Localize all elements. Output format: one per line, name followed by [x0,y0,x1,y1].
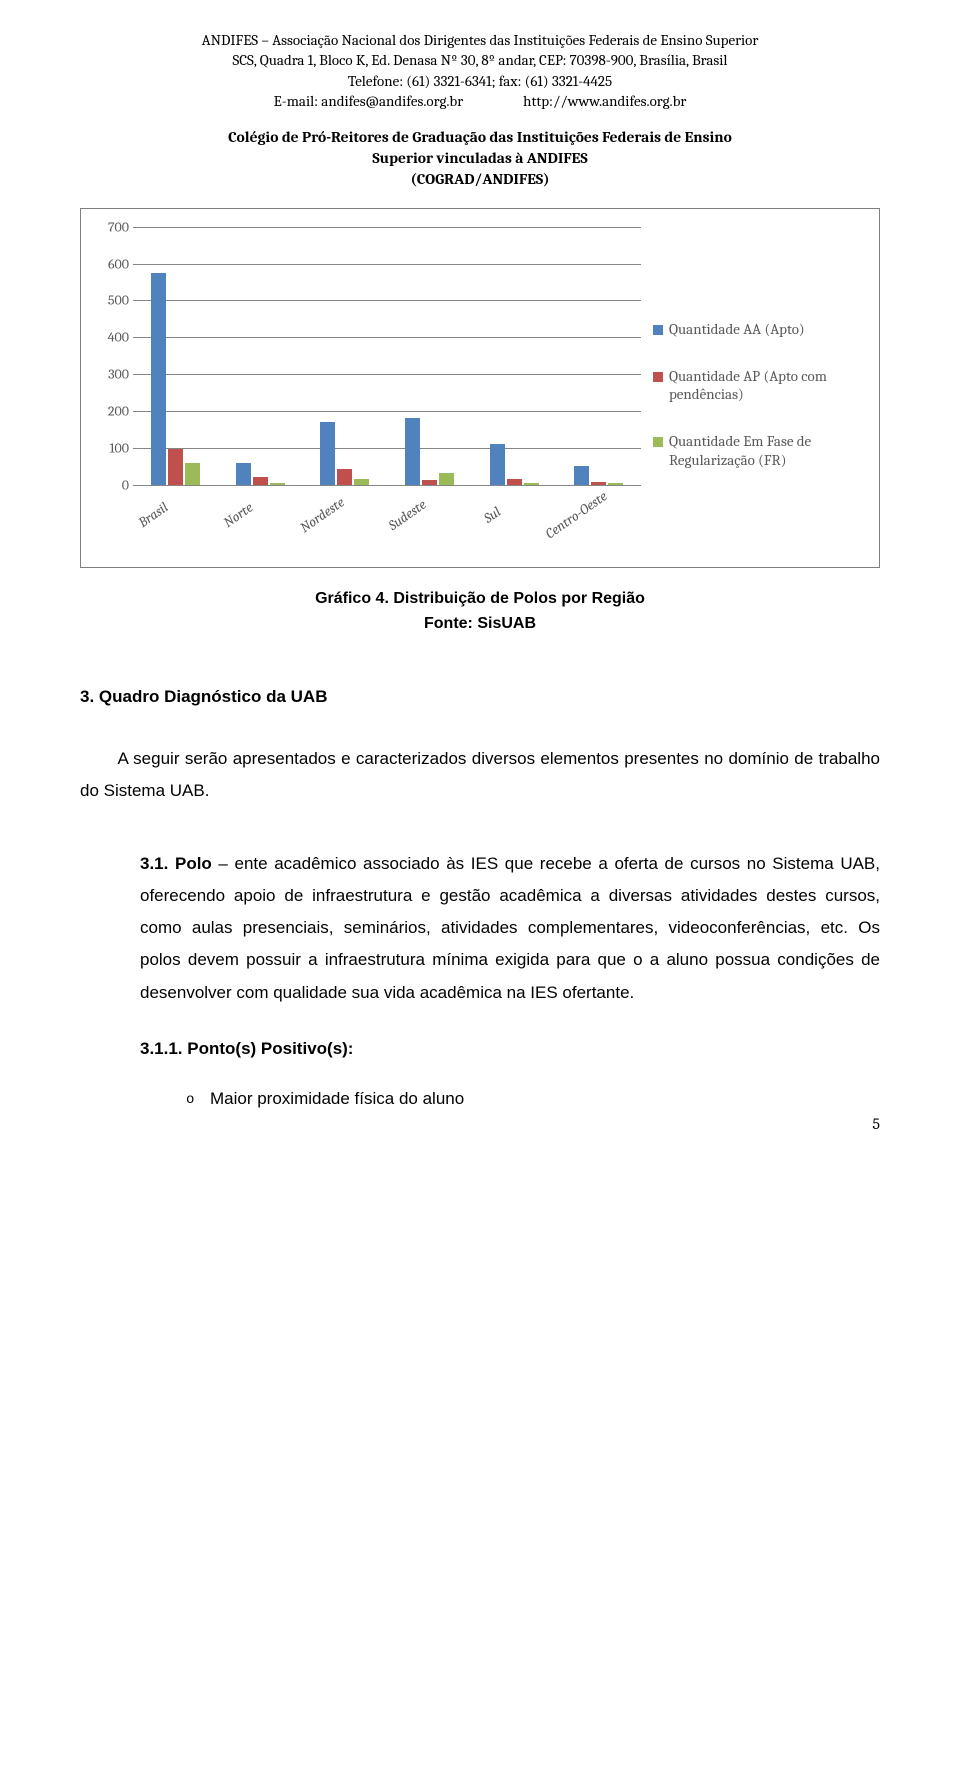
bar [490,444,505,485]
bar [185,463,200,485]
intro-paragraph: A seguir serão apresentados e caracteriz… [80,743,880,808]
category-group [472,227,557,485]
header-email: E-mail: andifes@andifes.org.br [274,91,464,111]
y-tick-label: 400 [95,329,129,346]
bar [151,273,166,485]
bullet-item: Maior proximidade física do aluno [80,1089,880,1109]
page-number: 5 [872,1115,880,1133]
bar-chart: 0100200300400500600700 BrasilNorteNordes… [80,208,880,568]
bar [270,483,285,484]
chart-plot-area: 0100200300400500600700 BrasilNorteNordes… [81,209,649,567]
chart-legend: Quantidade AA (Apto) Quantidade AP (Apto … [649,209,879,567]
y-tick-label: 200 [95,403,129,420]
category-group [302,227,387,485]
y-tick-label: 500 [95,292,129,309]
bar [354,479,369,485]
y-tick-label: 700 [95,218,129,235]
header-url: http://www.andifes.org.br [523,91,686,111]
section-title: 3. Quadro Diagnóstico da UAB [80,687,880,707]
legend-label: Quantidade AA (Apto) [669,320,805,339]
y-tick-label: 100 [95,439,129,456]
bar [439,473,454,485]
y-tick-label: 600 [95,255,129,272]
bar [168,449,183,485]
legend-item: Quantidade Em Fase de Regularização (FR) [653,432,867,470]
bar [337,469,352,484]
bar [608,483,623,484]
y-tick-label: 300 [95,366,129,383]
header-org: ANDIFES – Associação Nacional dos Dirige… [80,30,880,50]
category-group [556,227,641,485]
bar [574,466,589,485]
item-3-1-1: 3.1.1. Ponto(s) Positivo(s): [80,1039,880,1059]
header-phone: Telefone: (61) 3321-6341; fax: (61) 3321… [80,71,880,91]
bar [524,483,539,485]
category-group [387,227,472,485]
document-subheader: Colégio de Pró-Reitores de Graduação das… [80,127,880,190]
legend-item: Quantidade AP (Apto com pendências) [653,367,867,405]
item-3-1: 3.1. Polo – ente acadêmico associado às … [80,848,880,1009]
bar [405,418,420,485]
legend-swatch [653,437,663,447]
bar [236,463,251,484]
legend-label: Quantidade Em Fase de Regularização (FR) [669,432,867,470]
legend-swatch [653,372,663,382]
x-tick-label: Centro-Oeste [537,483,647,589]
header-address: SCS, Quadra 1, Bloco K, Ed. Denasa Nº 30… [80,50,880,70]
gridline [133,485,641,486]
legend-item: Quantidade AA (Apto) [653,320,867,339]
category-group [133,227,218,485]
chart-caption: Gráfico 4. Distribuição de Polos por Reg… [80,586,880,637]
bar [253,477,268,484]
legend-label: Quantidade AP (Apto com pendências) [669,367,867,405]
bar [320,422,335,485]
category-group [218,227,303,485]
legend-swatch [653,325,663,335]
y-tick-label: 0 [95,476,129,493]
letterhead: ANDIFES – Associação Nacional dos Dirige… [80,30,880,111]
